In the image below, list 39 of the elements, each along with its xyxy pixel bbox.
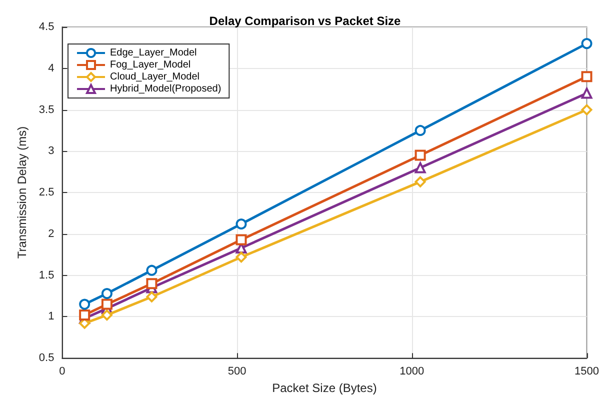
x-tick-label: 0 bbox=[59, 366, 66, 378]
x-tick-label: 1500 bbox=[574, 366, 600, 378]
legend-label: Hybrid_Model(Proposed) bbox=[110, 84, 222, 94]
y-tick-label: 4 bbox=[48, 62, 54, 74]
point bbox=[581, 104, 592, 116]
legend-label: Cloud_Layer_Model bbox=[110, 72, 200, 82]
y-tick-label: 0.5 bbox=[38, 352, 54, 364]
y-axis-title: Transmission Delay (ms) bbox=[15, 126, 29, 259]
x-tick-label: 500 bbox=[228, 366, 246, 378]
point bbox=[236, 218, 247, 230]
point bbox=[581, 71, 592, 82]
y-tick-label: 1.5 bbox=[38, 269, 54, 282]
point bbox=[146, 278, 158, 290]
point bbox=[414, 162, 426, 174]
point bbox=[146, 264, 158, 276]
point bbox=[414, 150, 426, 161]
legend-label: Edge_Layer_Model bbox=[110, 48, 197, 58]
y-tick-label: 3 bbox=[48, 145, 54, 158]
x-axis-title: Packet Size (Bytes) bbox=[272, 381, 377, 395]
point bbox=[146, 291, 158, 302]
y-tick-label: 4.5 bbox=[38, 21, 54, 33]
y-tick-label: 1 bbox=[48, 310, 54, 323]
point bbox=[101, 288, 112, 300]
point bbox=[581, 88, 592, 99]
point bbox=[79, 298, 90, 310]
point bbox=[581, 38, 592, 50]
y-tick-label: 2 bbox=[48, 228, 54, 240]
y-tick-label: 2.5 bbox=[38, 186, 54, 199]
point bbox=[236, 234, 247, 246]
x-tick-label: 1000 bbox=[400, 366, 424, 378]
point bbox=[236, 252, 247, 263]
point bbox=[79, 310, 90, 321]
point bbox=[101, 310, 112, 321]
chart-title: Delay Comparison vs Packet Size bbox=[209, 14, 402, 28]
point bbox=[414, 124, 426, 136]
point bbox=[414, 176, 426, 188]
point bbox=[101, 298, 112, 310]
y-tick-label: 3.5 bbox=[38, 104, 54, 116]
legend-label: Fog_Layer_Model bbox=[110, 60, 191, 70]
